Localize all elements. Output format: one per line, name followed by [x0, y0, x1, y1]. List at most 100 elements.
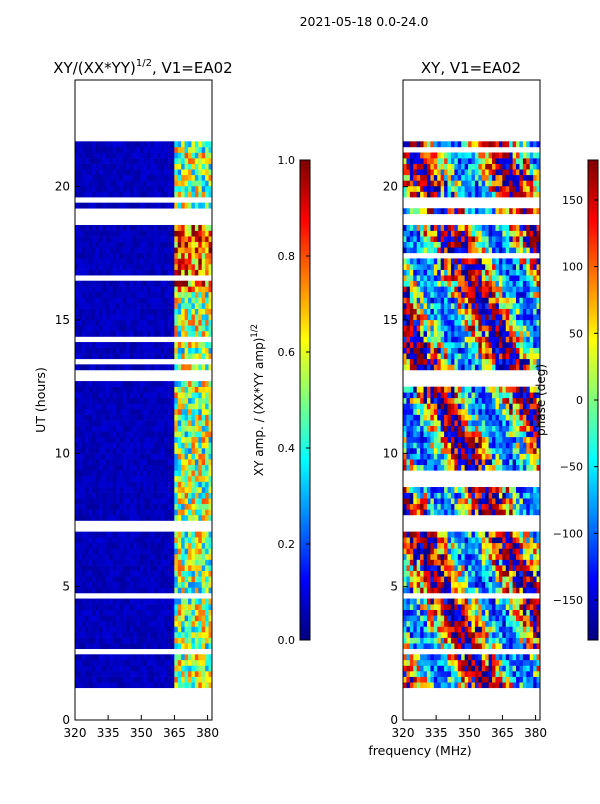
- heatmap-cell: [78, 492, 83, 499]
- heatmap-cell: [164, 475, 168, 482]
- heatmap-cell: [409, 453, 414, 460]
- heatmap-cell: [164, 464, 168, 471]
- heatmap-cell: [133, 330, 138, 337]
- heatmap-cell: [191, 431, 196, 438]
- heatmap-cell: [136, 303, 141, 309]
- heatmap-cell: [208, 464, 213, 471]
- heatmap-cell: [92, 598, 96, 605]
- heatmap-cell: [416, 431, 421, 438]
- heatmap-cell: [505, 570, 510, 577]
- heatmap-cell: [188, 470, 192, 477]
- heatmap-cell: [509, 492, 513, 499]
- heatmap-cell: [92, 470, 96, 477]
- heatmap-cell: [105, 185, 110, 192]
- heatmap-cell: [495, 604, 500, 610]
- heatmap-cell: [526, 626, 531, 633]
- heatmap-cell: [105, 403, 110, 410]
- heatmap-cell: [150, 548, 155, 555]
- heatmap-cell: [126, 258, 131, 265]
- heatmap-cell: [529, 431, 534, 438]
- heatmap-cell: [433, 548, 438, 555]
- heatmap-cell: [112, 654, 117, 661]
- heatmap-cell: [92, 481, 96, 488]
- heatmap-cell: [464, 453, 469, 460]
- heatmap-cell: [170, 671, 175, 677]
- heatmap-cell: [98, 570, 103, 577]
- heatmap-cell: [536, 459, 541, 466]
- heatmap-cell: [136, 180, 141, 187]
- heatmap-cell: [457, 620, 462, 627]
- heatmap-cell: [198, 425, 203, 432]
- heatmap-cell: [454, 537, 459, 544]
- heatmap-cell: [102, 280, 107, 287]
- heatmap-cell: [481, 565, 486, 571]
- heatmap-cell: [75, 453, 79, 460]
- heatmap-cell: [450, 659, 455, 666]
- heatmap-cell: [109, 347, 114, 354]
- heatmap-cell: [450, 609, 455, 616]
- heatmap-cell: [188, 665, 192, 672]
- heatmap-cell: [471, 665, 476, 672]
- heatmap-cell: [75, 152, 79, 159]
- heatmap-cell: [208, 180, 213, 187]
- heatmap-cell: [208, 330, 213, 337]
- heatmap-cell: [174, 286, 179, 293]
- heatmap-cell: [188, 626, 192, 633]
- heatmap-cell: [526, 587, 531, 594]
- heatmap-cell: [461, 632, 466, 638]
- heatmap-cell: [126, 158, 131, 164]
- heatmap-cell: [191, 397, 196, 404]
- heatmap-cell: [461, 531, 466, 538]
- heatmap-cell: [140, 325, 144, 332]
- heatmap-cell: [433, 615, 438, 622]
- heatmap-cell: [170, 303, 175, 309]
- heatmap-cell: [129, 158, 134, 164]
- heatmap-cell: [181, 470, 185, 477]
- heatmap-cell: [485, 576, 490, 583]
- heatmap-cell: [495, 643, 500, 650]
- heatmap-cell: [78, 230, 83, 237]
- heatmap-cell: [78, 604, 83, 610]
- heatmap-cell: [457, 615, 462, 622]
- heatmap-cell: [105, 230, 110, 237]
- heatmap-cell: [133, 224, 138, 231]
- heatmap-cell: [133, 236, 138, 242]
- heatmap-cell: [119, 264, 124, 270]
- heatmap-cell: [109, 587, 114, 594]
- heatmap-cell: [153, 185, 158, 192]
- heatmap-cell: [430, 659, 435, 666]
- heatmap-cell: [81, 453, 86, 460]
- heatmap-cell: [488, 665, 493, 672]
- heatmap-cell: [481, 425, 486, 432]
- heatmap-cell: [126, 230, 131, 237]
- heatmap-cell: [488, 503, 493, 510]
- heatmap-cell: [153, 448, 158, 454]
- heatmap-cell: [495, 442, 500, 449]
- heatmap-cell: [201, 565, 206, 571]
- heatmap-cell: [205, 303, 209, 309]
- heatmap-cell: [181, 269, 185, 276]
- heatmap-cell: [177, 408, 182, 415]
- heatmap-cell: [95, 269, 100, 276]
- heatmap-cell: [416, 503, 421, 510]
- heatmap-cell: [194, 587, 199, 594]
- heatmap-cell: [191, 202, 196, 209]
- heatmap-cell: [85, 286, 90, 293]
- heatmap-cell: [536, 643, 541, 650]
- heatmap-cell: [194, 581, 199, 588]
- heatmap-cell: [536, 576, 541, 583]
- heatmap-cell: [112, 587, 117, 594]
- heatmap-cell: [447, 542, 452, 549]
- heatmap-cell: [136, 448, 141, 454]
- heatmap-cell: [119, 498, 124, 505]
- heatmap-cell: [146, 342, 151, 348]
- heatmap-cell: [150, 448, 155, 454]
- heatmap-cell: [92, 247, 96, 254]
- heatmap-cell: [174, 342, 179, 348]
- heatmap-cell: [98, 464, 103, 471]
- heatmap-cell: [461, 498, 466, 505]
- heatmap-cell: [184, 397, 189, 404]
- heatmap-cell: [146, 141, 151, 148]
- left-title: XY/(XX*YY)1/2, V1=EA02: [53, 58, 232, 77]
- heatmap-cell: [529, 553, 534, 560]
